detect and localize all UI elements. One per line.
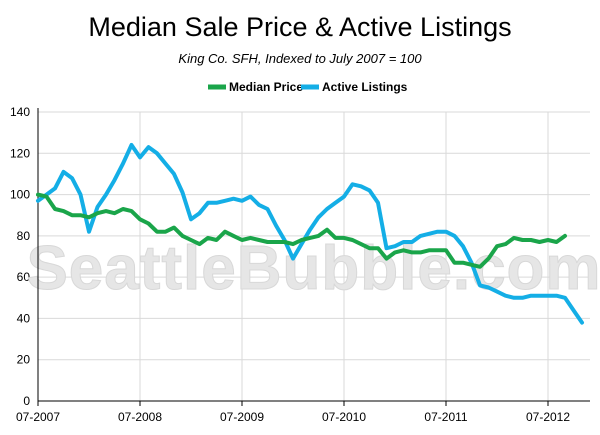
x-tick-label-07-2012: 07-2012	[526, 410, 570, 424]
y-tick-label-0: 0	[23, 394, 30, 408]
x-tick-label-07-2007: 07-2007	[16, 410, 60, 424]
y-tick-label-60: 60	[17, 270, 31, 284]
chart-title: Median Sale Price & Active Listings	[88, 12, 511, 42]
y-tick-label-80: 80	[17, 229, 31, 243]
x-tick-label-07-2008: 07-2008	[118, 410, 162, 424]
x-tick-label-07-2010: 07-2010	[322, 410, 366, 424]
legend-label-median-price: Median Price	[229, 80, 303, 94]
x-tick-label-07-2011: 07-2011	[424, 410, 467, 424]
chart-subtitle: King Co. SFH, Indexed to July 2007 = 100	[178, 51, 422, 66]
y-tick-label-100: 100	[10, 188, 30, 202]
legend: Median Price Active Listings	[208, 80, 408, 94]
y-tick-label-140: 140	[10, 105, 30, 119]
series-line-median-price	[36, 192, 567, 269]
watermark-text: SeattleBubble.com	[26, 234, 600, 303]
x-tick-label-07-2009: 07-2009	[220, 410, 264, 424]
y-tick-label-40: 40	[17, 311, 31, 325]
plot-area: 0 20 40 60 80 100 120 140 07-2007 07-2008 07-2009 0…	[10, 105, 600, 424]
y-tick-label-20: 20	[17, 353, 31, 367]
series-line-active-listings	[36, 143, 584, 325]
legend-label-active-listings: Active Listings	[322, 80, 408, 94]
y-tick-label-120: 120	[10, 146, 30, 160]
